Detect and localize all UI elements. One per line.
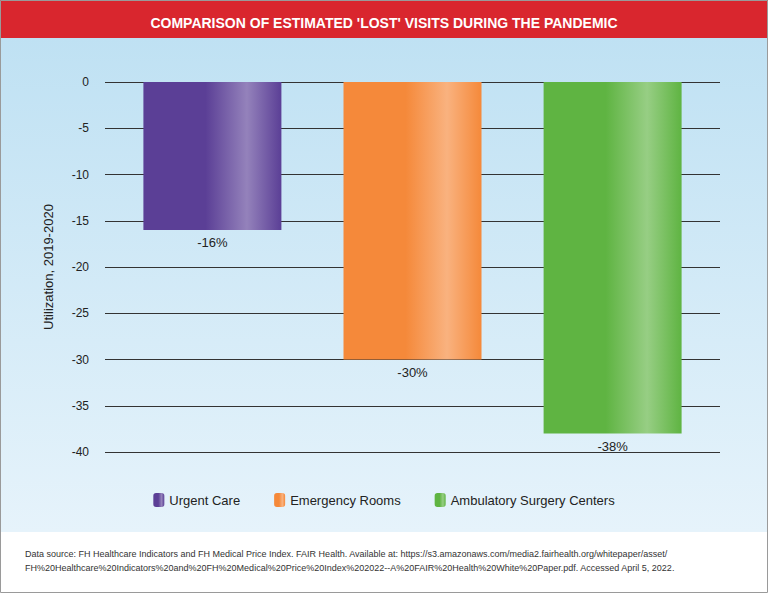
svg-text:COMPARISON OF ESTIMATED 'LOST': COMPARISON OF ESTIMATED 'LOST' VISITS DU… xyxy=(150,15,617,31)
svg-text:-5: -5 xyxy=(78,121,89,135)
svg-text:-15: -15 xyxy=(72,214,90,228)
svg-text:Utilization, 2019-2020: Utilization, 2019-2020 xyxy=(41,204,56,330)
svg-text:Data source: FH Healthcare Ind: Data source: FH Healthcare Indicators an… xyxy=(25,549,668,559)
svg-text:-30: -30 xyxy=(72,353,90,367)
svg-text:-38%: -38% xyxy=(597,439,628,454)
svg-text:Emergency Rooms: Emergency Rooms xyxy=(290,493,401,508)
svg-text:-20: -20 xyxy=(72,260,90,274)
svg-text:-25: -25 xyxy=(72,306,90,320)
svg-text:-40: -40 xyxy=(72,445,90,459)
svg-text:Urgent Care: Urgent Care xyxy=(169,493,240,508)
svg-text:-30%: -30% xyxy=(397,365,428,380)
svg-text:0: 0 xyxy=(82,75,89,89)
svg-text:-10: -10 xyxy=(72,168,90,182)
svg-text:FH%20Healthcare%20Indicators%2: FH%20Healthcare%20Indicators%20and%20FH%… xyxy=(25,563,674,573)
svg-text:Ambulatory Surgery Centers: Ambulatory Surgery Centers xyxy=(451,493,616,508)
svg-text:-16%: -16% xyxy=(197,235,228,250)
svg-text:-35: -35 xyxy=(72,399,90,413)
